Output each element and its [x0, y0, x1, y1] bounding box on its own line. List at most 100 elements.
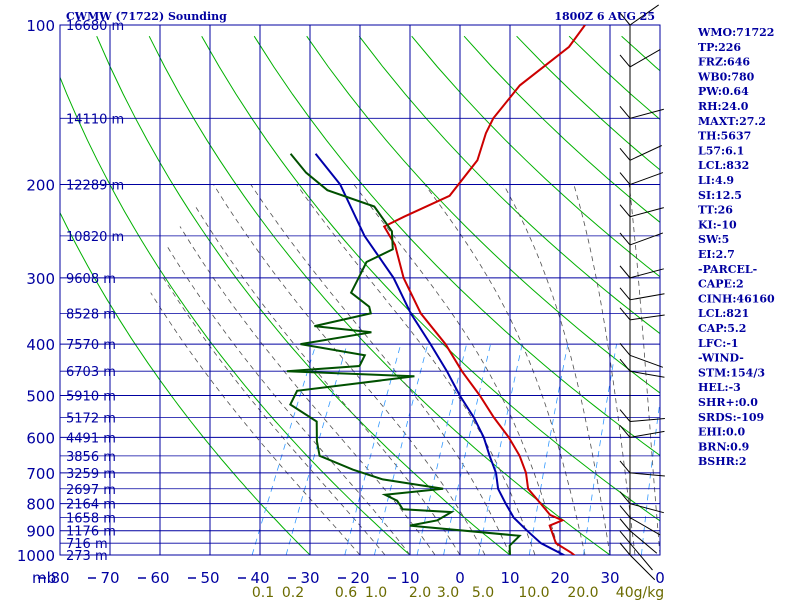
- temperature-tick-label: 20: [550, 569, 569, 587]
- moist-adiabat: [213, 184, 486, 555]
- moist-adiabat: [163, 277, 386, 555]
- index-line: TT:26: [698, 204, 733, 217]
- wind-barb-flag: [619, 542, 631, 556]
- index-line: BSHR:2: [698, 455, 747, 468]
- dry-adiabat: [60, 211, 311, 555]
- wind-barb-flag: [619, 505, 631, 518]
- dry-adiabat: [96, 35, 511, 555]
- wind-barb: [629, 268, 664, 279]
- pressure-tick-label: 200: [26, 177, 55, 195]
- dry-adiabat: [253, 35, 660, 457]
- mixing-ratio-label: 0.6: [335, 585, 357, 600]
- dry-adiabat: [411, 35, 660, 278]
- dry-adiabat: [779, 36, 800, 566]
- wind-barb-flag: [619, 358, 631, 372]
- mixing-ratio-label: 0.2: [282, 585, 304, 600]
- index-line: L57:6.1: [698, 144, 744, 157]
- mixing-ratio-label: 5.0: [472, 585, 494, 600]
- index-line: WMO:71722: [697, 26, 774, 39]
- index-line: KI:-10: [698, 218, 737, 231]
- wind-barb-flag: [619, 12, 631, 26]
- wind-barb: [629, 4, 659, 26]
- wind-barb-flag: [619, 232, 631, 246]
- index-line: WB0:780: [697, 70, 755, 83]
- index-line: TH:5637: [698, 130, 751, 143]
- temperature-tick-label: 20: [350, 569, 369, 587]
- wind-barb-flag: [619, 491, 631, 504]
- wind-barb: [629, 293, 665, 301]
- index-line: SHR+:0.0: [698, 396, 758, 409]
- index-line: SRDS:-109: [698, 411, 764, 424]
- chart-datetime: 1800Z 6 AUG 25: [554, 10, 655, 23]
- profile-line-1: [314, 153, 566, 555]
- height-label: 9608 m: [66, 272, 116, 287]
- moist-adiabat: [150, 292, 361, 555]
- height-label: 3856 m: [66, 450, 116, 465]
- height-label: 4491 m: [66, 431, 116, 446]
- wind-barb: [629, 314, 665, 321]
- index-line: CAPE:2: [698, 278, 744, 291]
- wind-barb: [629, 554, 656, 581]
- height-label: 6703 m: [66, 365, 116, 380]
- dry-adiabat: [148, 35, 611, 555]
- height-label: 8528 m: [66, 307, 116, 322]
- mixing-ratio-line: [528, 344, 569, 555]
- mixing-ratio-label: 10.0: [518, 585, 549, 600]
- temperature-tick-label: 40: [250, 569, 269, 587]
- height-label: 716 m: [66, 537, 108, 552]
- wind-barb: [629, 108, 664, 119]
- temperature-tick-label: 30: [600, 569, 619, 587]
- pressure-tick-label: 100: [26, 17, 55, 35]
- index-line: LI:4.9: [698, 174, 734, 187]
- wind-barb-flag: [619, 172, 631, 185]
- temperature-tick-label: 60: [150, 569, 169, 587]
- wind-barb: [629, 354, 664, 368]
- height-label: 16680 m: [66, 19, 124, 34]
- wind-barb-flag: [619, 530, 631, 544]
- height-label: 1176 m: [66, 525, 116, 540]
- height-label: 1658 m: [66, 512, 116, 527]
- moist-adiabat: [179, 226, 436, 555]
- temperature-tick-label: 0: [655, 569, 665, 587]
- chart-title: CWMW (71722) Sounding: [66, 10, 227, 23]
- wind-barb: [629, 517, 661, 536]
- pressure-tick-label: 400: [26, 336, 55, 354]
- index-line: HEL:-3: [698, 381, 741, 394]
- mixing-ratio-label: 0.1: [252, 585, 274, 600]
- moist-adiabat: [165, 244, 411, 555]
- height-label: 2164 m: [66, 498, 116, 513]
- height-label: 2697 m: [66, 483, 116, 498]
- height-label: 5172 m: [66, 411, 116, 426]
- mixing-ratio-label: 2.0: [409, 585, 431, 600]
- index-line: RH:24.0: [698, 100, 749, 113]
- wind-barb: [629, 232, 664, 246]
- profile-line-0: [382, 25, 586, 555]
- mixing-ratio-line: [251, 343, 317, 555]
- mixing-ratio-line: [583, 344, 617, 555]
- temperature-tick-label: 0: [455, 569, 465, 587]
- moist-adiabat: [195, 206, 461, 555]
- pressure-tick-label: 800: [26, 496, 55, 514]
- wind-barb-flag: [619, 54, 631, 68]
- wind-barb-flag: [619, 460, 631, 474]
- moist-adiabat: [503, 184, 611, 555]
- dry-adiabat: [358, 35, 660, 335]
- dry-adiabat: [306, 35, 660, 394]
- index-line: LCL:832: [698, 159, 749, 172]
- moist-adiabat: [424, 184, 586, 555]
- index-line: MAXT:27.2: [698, 115, 766, 128]
- temperature-tick-label: 30: [300, 569, 319, 587]
- pressure-tick-label: 600: [26, 429, 55, 447]
- moist-adiabat: [353, 184, 561, 555]
- wind-barb: [629, 417, 665, 423]
- pressure-tick-label: 500: [26, 387, 55, 405]
- grid: [59, 24, 661, 556]
- wind-barbs: [619, 4, 665, 581]
- mixing-ratio-label: 40g/kg: [616, 585, 664, 600]
- plot-frame: [59, 24, 661, 556]
- wind-barb: [629, 207, 664, 218]
- index-line: -WIND-: [698, 352, 744, 365]
